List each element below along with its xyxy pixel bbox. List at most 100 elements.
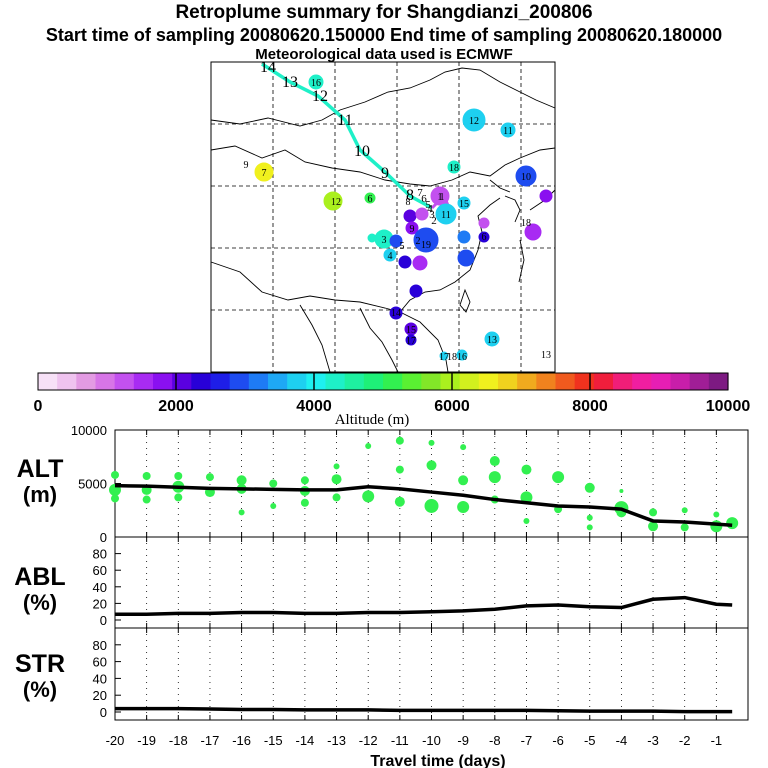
- x-tick-label: -15: [264, 733, 283, 748]
- colorbar-cell: [555, 373, 576, 390]
- plume-bubble: [367, 233, 377, 243]
- plume-bubble: [478, 217, 490, 229]
- trajectory-day-label: 3: [429, 209, 435, 221]
- x-tick-label: -17: [201, 733, 220, 748]
- x-tick-label: -4: [616, 733, 628, 748]
- met-data-source: Meteorological data used is ECMWF: [255, 46, 513, 63]
- plume-bubble-label: 11: [441, 210, 451, 221]
- plume-bubble-label: 8: [406, 197, 411, 208]
- colorbar-cell: [268, 373, 288, 390]
- plume-bubble: [398, 255, 412, 269]
- colorbar-tick-label: 10000: [706, 398, 751, 415]
- plume-bubble: [542, 350, 550, 358]
- y-tick-label: 60: [93, 655, 107, 670]
- plume-bubble: [439, 351, 449, 361]
- x-tick-label: -16: [232, 733, 251, 748]
- colorbar-tick-label: 8000: [572, 398, 608, 415]
- colorbar-cell: [440, 373, 461, 390]
- trajectory-day-label: 4: [427, 203, 433, 215]
- colorbar-cell: [708, 373, 729, 390]
- plume-bubble-label: 19: [421, 240, 431, 251]
- y-tick-label: 40: [93, 580, 107, 595]
- plume-bubble: [515, 165, 537, 187]
- plume-bubble-label: 2: [416, 236, 421, 247]
- plume-bubble: [389, 306, 403, 320]
- altitude-point: [270, 502, 277, 509]
- altitude-point: [142, 472, 151, 481]
- altitude-point: [648, 521, 659, 532]
- plume-bubble: [405, 221, 419, 235]
- x-axis-title: Travel time (days): [370, 753, 505, 768]
- colorbar-cell: [172, 373, 192, 390]
- colorbar-cell: [459, 373, 480, 390]
- plume-bubble: [524, 223, 542, 241]
- plume-bubble-label: 17: [406, 336, 416, 347]
- plume-bubble-label: 16: [457, 352, 467, 363]
- altitude-point: [681, 507, 688, 514]
- x-tick-label: -5: [584, 733, 596, 748]
- altitude-point: [460, 444, 467, 451]
- colorbar-tick-label: 0: [34, 398, 43, 415]
- plume-bubble-label: 10: [521, 172, 531, 183]
- plume-bubble: [389, 234, 403, 248]
- alt-label: ALT: [17, 455, 64, 483]
- plume-bubble-label: 11: [503, 126, 513, 137]
- trajectory-day-label: 13: [282, 74, 298, 91]
- y-tick-label: 0: [100, 530, 107, 545]
- y-tick-label: 20: [93, 688, 107, 703]
- x-tick-label: -7: [521, 733, 533, 748]
- trajectory-day-label: 11: [337, 112, 352, 129]
- plume-bubble-label: 13: [487, 335, 497, 346]
- altitude-point: [523, 517, 530, 524]
- str-series-line: [115, 706, 733, 714]
- plume-bubble-label: 7: [262, 168, 267, 179]
- plume-bubble: [308, 74, 324, 90]
- altitude-point: [619, 488, 624, 493]
- map-borders: [210, 67, 556, 373]
- colorbar-cell: [325, 373, 346, 390]
- trajectory-day-label: 7: [417, 187, 423, 199]
- colorbar-cell: [76, 373, 97, 390]
- plume-bubble: [435, 203, 457, 225]
- colorbar-cell: [114, 373, 135, 390]
- altitude-point: [520, 491, 533, 504]
- altitude-point: [586, 524, 593, 531]
- colorbar-cell: [651, 373, 672, 390]
- colorbar-cell: [517, 373, 537, 390]
- plume-bubble-label: 9: [244, 160, 249, 171]
- plume-bubble-label: 18: [449, 163, 459, 174]
- altitude-point: [713, 511, 720, 518]
- plume-bubble-label: 15: [459, 199, 469, 210]
- altitude-point: [332, 493, 341, 502]
- colorbar-cell: [95, 373, 116, 390]
- colorbar-cell: [478, 373, 499, 390]
- plume-bubble: [447, 160, 461, 174]
- plume-bubble: [430, 186, 450, 206]
- plume-bubble-label: 16: [311, 78, 321, 89]
- altitude-point: [489, 456, 500, 467]
- colorbar-cell: [383, 373, 403, 390]
- x-tick-label: -2: [679, 733, 691, 748]
- plume-bubble-label: 1: [440, 192, 445, 203]
- plume-bubble: [403, 209, 417, 223]
- colorbar-cell: [248, 373, 269, 390]
- altitude-point: [300, 498, 309, 507]
- abl-unit: (%): [23, 590, 57, 615]
- plume-bubble: [323, 191, 343, 211]
- trajectory-day-label: 2: [431, 215, 437, 227]
- plume-bubble-label: 12: [331, 197, 341, 208]
- x-tick-label: -14: [296, 733, 315, 748]
- colorbar-cell: [229, 373, 250, 390]
- plume-bubble: [539, 189, 553, 203]
- y-tick-label: 60: [93, 563, 107, 578]
- plume-bubble: [500, 122, 516, 138]
- plume-bubble: [457, 249, 475, 267]
- trajectory-day-label: 12: [312, 88, 328, 105]
- altitude-point: [395, 436, 404, 445]
- sampling-period: Start time of sampling 20080620.150000 E…: [45, 25, 723, 45]
- altitude-point: [111, 470, 119, 479]
- colorbar-cell: [574, 373, 595, 390]
